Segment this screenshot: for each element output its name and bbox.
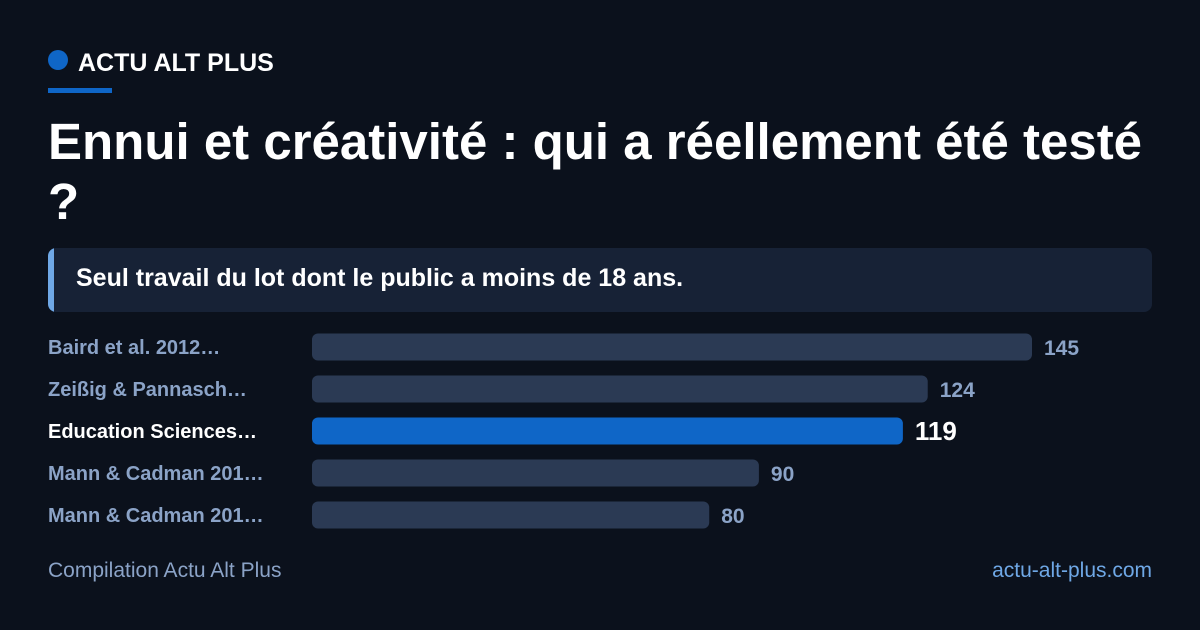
bar — [312, 501, 710, 529]
footer-source: Compilation Actu Alt Plus — [48, 559, 282, 582]
bar-category-label: Mann & Cadman 201… — [48, 463, 264, 485]
bar — [312, 375, 928, 403]
bar-category-label: Baird et al. 2012… — [48, 337, 220, 359]
callout-text: Seul travail du lot dont le public a moi… — [76, 264, 684, 292]
bar-category-label: Mann & Cadman 201… — [48, 505, 264, 527]
bar-category-label: Zeißig & Pannasch… — [48, 379, 247, 401]
brand-underline — [48, 88, 112, 93]
bar — [312, 459, 759, 487]
bar-value-label: 145 — [1044, 337, 1079, 360]
bar-value-label: 124 — [940, 379, 975, 402]
callout-box: Seul travail du lot dont le public a moi… — [48, 248, 1152, 312]
bar-chart: Baird et al. 2012… 145 Zeißig & Pannasch… 1… — [48, 333, 1079, 529]
bar — [312, 333, 1032, 361]
bar-value-label: 80 — [721, 505, 744, 528]
bar-value-label: 119 — [915, 416, 957, 446]
bar-value-label: 90 — [771, 463, 794, 486]
brand-name: ACTU ALT PLUS — [78, 49, 274, 77]
callout-accent-bar — [48, 248, 54, 312]
bar-highlighted — [312, 417, 903, 445]
footer-site-link[interactable]: actu-alt-plus.com — [992, 559, 1152, 582]
bar-category-label: Education Sciences… — [48, 421, 257, 443]
brand-dot-icon — [48, 50, 68, 70]
page-title: Ennui et créativité : qui a réellement é… — [48, 113, 1143, 230]
